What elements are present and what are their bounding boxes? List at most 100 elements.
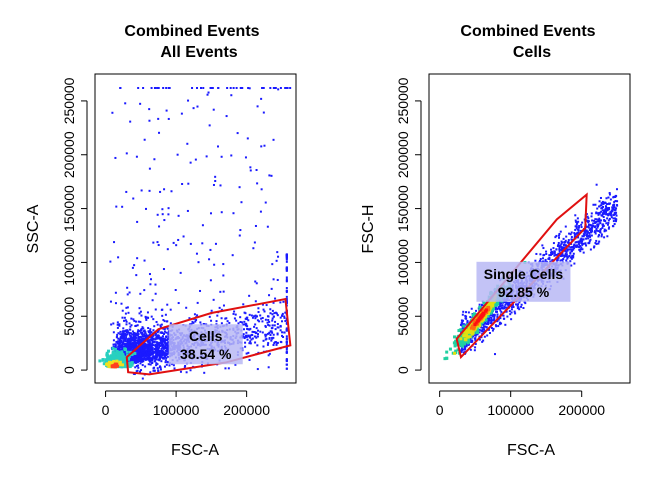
data-point: [119, 343, 121, 345]
y-tick-label: 250000: [61, 77, 77, 124]
data-point: [286, 363, 288, 365]
data-point: [591, 215, 593, 217]
data-point: [580, 239, 582, 241]
data-point: [139, 293, 141, 295]
data-point: [116, 350, 119, 353]
data-point: [484, 336, 486, 338]
data-point: [461, 350, 463, 352]
data-point: [122, 346, 124, 348]
data-point: [495, 324, 497, 326]
data-point: [470, 349, 472, 351]
data-point: [569, 253, 571, 255]
data-point: [125, 191, 127, 193]
data-point: [213, 184, 215, 186]
data-point: [286, 261, 288, 263]
data-point: [161, 315, 163, 317]
data-point: [178, 302, 180, 304]
data-point: [464, 338, 467, 341]
data-point: [149, 350, 151, 352]
data-point: [508, 303, 510, 305]
data-point: [199, 321, 201, 323]
data-point: [216, 320, 218, 322]
data-point: [273, 344, 275, 346]
y-axis-label: SSC-A: [25, 204, 42, 253]
data-point: [122, 331, 124, 333]
data-point: [136, 340, 138, 342]
data-point: [140, 311, 142, 313]
data-point: [283, 316, 285, 318]
data-point: [453, 335, 456, 338]
data-point: [159, 366, 161, 368]
data-point: [268, 316, 270, 318]
data-point: [134, 366, 136, 368]
data-point: [506, 302, 508, 304]
data-point: [616, 188, 618, 190]
data-point: [144, 358, 146, 360]
data-point: [178, 215, 180, 217]
data-point: [134, 343, 136, 345]
data-point: [173, 364, 175, 366]
data-point: [155, 364, 157, 366]
data-point: [145, 316, 147, 318]
data-point: [163, 188, 165, 190]
data-point: [110, 323, 112, 325]
data-point: [263, 145, 265, 147]
data-point: [614, 223, 616, 225]
data-point: [121, 334, 123, 336]
data-point: [155, 362, 157, 364]
data-point: [603, 225, 605, 227]
data-point: [460, 324, 462, 326]
data-point: [135, 274, 137, 276]
data-point: [521, 304, 523, 306]
data-point: [281, 314, 283, 316]
data-point: [571, 232, 573, 234]
data-point: [151, 362, 153, 364]
data-point: [606, 235, 608, 237]
data-point: [542, 247, 544, 249]
data-point: [221, 317, 223, 319]
data-point: [121, 363, 124, 366]
data-point: [261, 188, 263, 190]
x-tick-label: 200000: [223, 402, 270, 418]
data-point: [610, 198, 612, 200]
data-point: [615, 207, 617, 209]
data-point: [124, 333, 126, 335]
data-point: [166, 110, 168, 112]
data-point: [256, 327, 258, 329]
data-point: [511, 308, 513, 310]
data-point: [277, 279, 279, 281]
data-point: [603, 216, 605, 218]
data-point: [142, 378, 144, 380]
data-point: [115, 292, 117, 294]
data-point: [168, 364, 170, 366]
data-point: [226, 87, 228, 89]
data-point: [223, 291, 225, 293]
data-point: [491, 327, 493, 329]
data-point: [113, 344, 115, 346]
data-point: [281, 331, 283, 333]
data-point: [253, 326, 255, 328]
data-point: [195, 159, 197, 161]
data-point: [469, 316, 471, 318]
data-point: [154, 87, 156, 89]
data-point: [148, 356, 150, 358]
data-point: [260, 318, 262, 320]
data-point: [286, 335, 288, 337]
data-point: [254, 335, 256, 337]
data-point: [264, 310, 266, 312]
data-point: [608, 208, 610, 210]
data-point: [187, 100, 189, 102]
data-point: [167, 345, 169, 347]
data-point: [612, 196, 614, 198]
data-point: [149, 328, 151, 330]
data-point: [209, 316, 211, 318]
data-point: [474, 349, 476, 351]
data-point: [484, 325, 486, 327]
data-point: [115, 343, 117, 345]
data-point: [577, 217, 579, 219]
data-point: [122, 310, 124, 312]
data-point: [607, 222, 609, 224]
data-point: [196, 106, 198, 108]
data-point: [165, 342, 167, 344]
